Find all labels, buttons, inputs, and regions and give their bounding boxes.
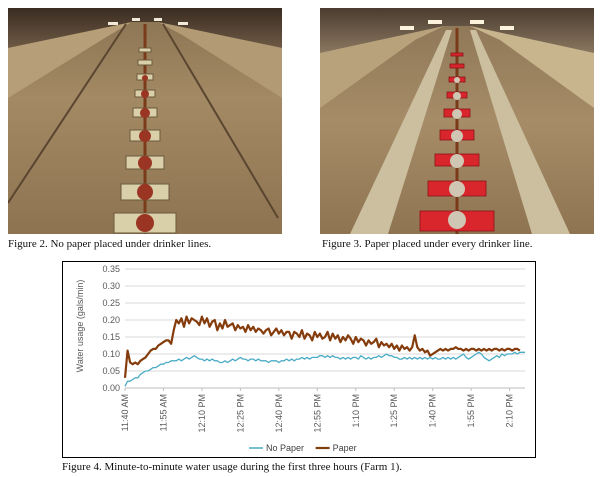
y-axis-label: Water usage (gals/min) [75,280,85,373]
legend-label: Paper [333,443,357,453]
x-tick-label: 11:40 AM [120,394,130,431]
x-tick-label: 1:40 PM [428,394,438,428]
legend: No Paper Paper [249,443,357,453]
x-tick-label: 11:55 AM [158,394,168,431]
gridlines [124,268,525,391]
y-tick-label: 0.05 [102,366,120,376]
x-tick-label: 1:55 PM [466,394,476,428]
y-tick-labels: 0.00 0.05 0.10 0.15 0.20 0.25 0.30 0.35 [102,264,120,393]
y-tick-label: 0.30 [102,281,120,291]
water-usage-chart-svg: 0.00 0.05 0.10 0.15 0.20 0.25 0.30 0.35 11:40 A… [75,264,525,453]
figure-2-caption: Figure 2. No paper placed under drinker … [8,238,212,250]
y-tick-label: 0.20 [102,315,120,325]
y-tick-label: 0.15 [102,332,120,342]
legend-label: No Paper [266,443,304,453]
water-usage-chart: 0.00 0.05 0.10 0.15 0.20 0.25 0.30 0.35 11:40 A… [62,261,536,458]
series-line-no-paper [124,351,525,387]
y-tick-label: 0.00 [102,383,120,393]
series-lines [123,315,525,387]
y-tick-label: 0.35 [102,264,120,274]
x-tick-label: 1:25 PM [389,394,399,428]
x-tick-label: 12:10 PM [197,394,207,433]
figure-3-photo [320,8,594,234]
x-tick-label: 2:10 PM [505,394,515,428]
x-tick-label: 12:40 PM [274,394,284,433]
figure-2-photo [8,8,282,234]
y-tick-label: 0.25 [102,298,120,308]
y-tick-label: 0.10 [102,349,120,359]
x-tick-labels: 11:40 AM 11:55 AM 12:10 PM 12:25 PM 12:40 PM… [120,394,515,433]
series-line-paper [123,315,521,378]
x-tick-label: 1:10 PM [351,394,361,428]
x-tick-label: 12:55 PM [312,394,322,433]
figure-4-caption: Figure 4. Minute-to-minute water usage d… [62,461,403,473]
figure-3-caption: Figure 3. Paper placed under every drink… [322,238,533,250]
x-tick-label: 12:25 PM [235,394,245,433]
